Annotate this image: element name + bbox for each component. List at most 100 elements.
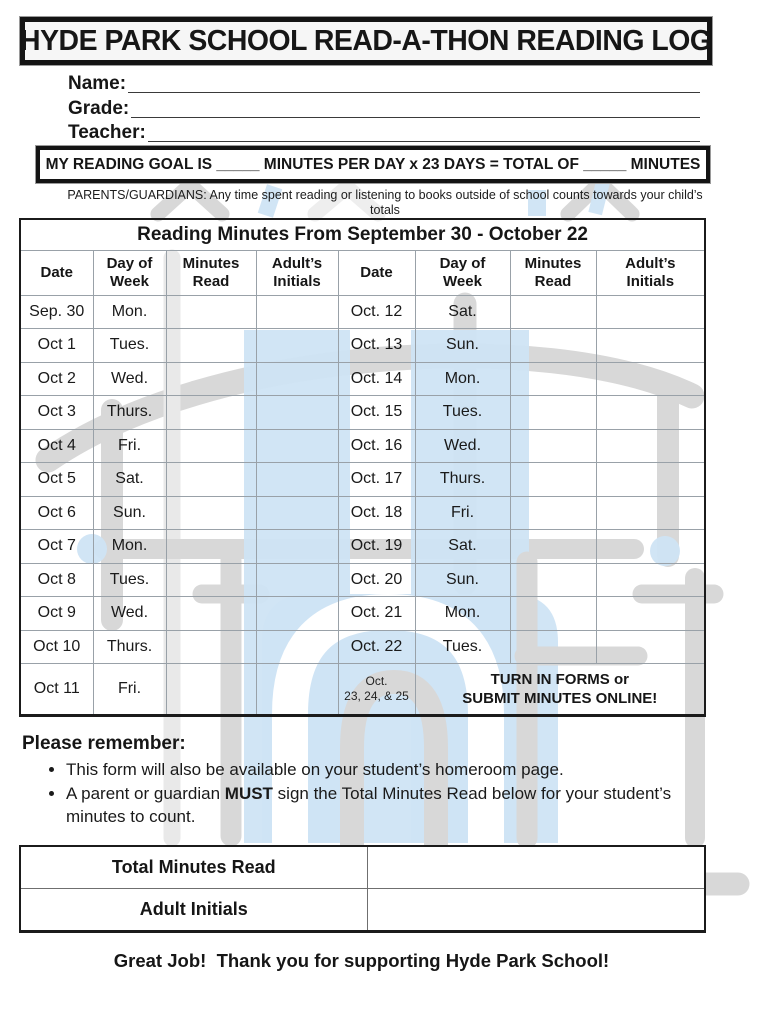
day-cell: Wed.: [414, 428, 511, 463]
minutes-cell: [165, 663, 257, 716]
day-cell: Thurs.: [92, 629, 167, 664]
date-cell: Oct. 13: [337, 328, 416, 363]
col-header-initials: Adult’s Initials: [255, 249, 339, 296]
date-cell: Oct 9: [19, 596, 94, 631]
table-row: Oct 8 Tues. Oct. 20 Sun.: [19, 562, 706, 597]
day-cell: Sat.: [92, 462, 167, 497]
day-cell: Sat.: [414, 529, 511, 564]
table-row: Oct 9 Wed. Oct. 21 Mon.: [19, 596, 706, 631]
col-header-date: Date: [19, 249, 94, 296]
day-cell: Sun.: [414, 328, 511, 363]
day-cell: Wed.: [92, 361, 167, 396]
date-cell: Oct 8: [19, 562, 94, 597]
minutes-cell: [165, 629, 257, 664]
date-cell: Oct. 21: [337, 596, 416, 631]
teacher-blank-line: [147, 123, 700, 142]
reading-goal-text: MY READING GOAL IS _____ MINUTES PER DAY…: [45, 155, 701, 173]
minutes-cell: [165, 562, 257, 597]
date-cell: Oct. 12: [337, 294, 416, 329]
grade-field: Grade:: [68, 96, 700, 120]
reminder-item: This form will also be available on your…: [66, 759, 690, 781]
table-row: Sep. 30 Mon. Oct. 12 Sat.: [19, 294, 706, 329]
date-cell: Oct. 14: [337, 361, 416, 396]
day-cell: Mon.: [92, 529, 167, 564]
date-cell: Sep. 30: [19, 294, 94, 329]
initials-cell: [255, 294, 339, 329]
day-cell: Tues.: [92, 562, 167, 597]
table-row: Oct 3 Thurs. Oct. 15 Tues.: [19, 395, 706, 430]
initials-cell: [595, 596, 706, 631]
page-title: HYDE PARK SCHOOL READ-A-THON READING LOG: [20, 24, 712, 57]
date-cell: Oct. 16: [337, 428, 416, 463]
minutes-cell: [165, 462, 257, 497]
minutes-cell: [509, 629, 597, 664]
day-cell: Thurs.: [414, 462, 511, 497]
minutes-cell: [509, 328, 597, 363]
initials-cell: [255, 495, 339, 530]
reminder-section: Please remember: This form will also be …: [22, 733, 690, 830]
table-row: Oct 10 Thurs. Oct. 22 Tues.: [19, 629, 706, 664]
initials-cell: [255, 529, 339, 564]
teacher-label: Teacher:: [68, 122, 146, 143]
date-cell: Oct. 18: [337, 495, 416, 530]
table-caption-row: Reading Minutes From September 30 - Octo…: [19, 218, 706, 251]
day-cell: Tues.: [414, 395, 511, 430]
date-cell: Oct. 15: [337, 395, 416, 430]
minutes-cell: [509, 562, 597, 597]
minutes-cell: [509, 596, 597, 631]
title-banner: HYDE PARK SCHOOL READ-A-THON READING LOG: [20, 17, 712, 65]
initials-cell: [255, 428, 339, 463]
table-final-row: Oct 11 Fri. Oct. 23, 24, & 25 TURN IN FO…: [19, 663, 706, 716]
minutes-cell: [509, 495, 597, 530]
parents-note: PARENTS/GUARDIANS: Any time spent readin…: [67, 188, 703, 217]
teacher-field: Teacher:: [68, 120, 700, 144]
minutes-cell: [165, 529, 257, 564]
table-row: Oct 7 Mon. Oct. 19 Sat.: [19, 529, 706, 564]
date-cell: Oct 7: [19, 529, 94, 564]
initials-cell: [595, 328, 706, 363]
turn-in-notice: TURN IN FORMS or SUBMIT MINUTES ONLINE!: [414, 663, 706, 716]
date-cell: Oct 3: [19, 395, 94, 430]
day-cell: Fri.: [92, 428, 167, 463]
col-header-date-2: Date: [337, 249, 416, 296]
grade-blank-line: [131, 99, 700, 118]
adult-initials-row: Adult Initials: [19, 888, 706, 932]
col-header-initials-2: Adult’s Initials: [595, 249, 706, 296]
date-cell: Oct 6: [19, 495, 94, 530]
reminder-list: This form will also be available on your…: [22, 759, 690, 828]
minutes-cell: [509, 428, 597, 463]
date-cell: Oct 11: [19, 663, 94, 716]
day-cell: Sun.: [414, 562, 511, 597]
initials-cell: [595, 562, 706, 597]
initials-cell: [255, 596, 339, 631]
adult-initials-label: Adult Initials: [19, 888, 368, 932]
date-cell: Oct. 20: [337, 562, 416, 597]
col-header-day: Day of Week: [92, 249, 167, 296]
minutes-cell: [509, 529, 597, 564]
minutes-cell: [165, 395, 257, 430]
col-header-minutes-2: Minutes Read: [509, 249, 597, 296]
initials-cell: [595, 294, 706, 329]
total-minutes-label: Total Minutes Read: [19, 845, 368, 889]
column-header-row: Date Day of Week Minutes Read Adult’s In…: [19, 249, 706, 296]
reminder-heading: Please remember:: [22, 733, 186, 754]
minutes-cell: [165, 428, 257, 463]
total-minutes-value-cell: [366, 845, 706, 889]
initials-cell: [595, 428, 706, 463]
minutes-cell: [165, 596, 257, 631]
day-cell: Wed.: [92, 596, 167, 631]
minutes-cell: [165, 495, 257, 530]
initials-cell: [255, 328, 339, 363]
initials-cell: [255, 629, 339, 664]
table-caption: Reading Minutes From September 30 - Octo…: [19, 218, 706, 251]
day-cell: Tues.: [414, 629, 511, 664]
grade-label: Grade:: [68, 98, 130, 119]
table-row: Oct 6 Sun. Oct. 18 Fri.: [19, 495, 706, 530]
initials-cell: [595, 395, 706, 430]
date-cell: Oct. 19: [337, 529, 416, 564]
minutes-cell: [509, 462, 597, 497]
initials-cell: [595, 495, 706, 530]
day-cell: Fri.: [414, 495, 511, 530]
day-cell: Thurs.: [92, 395, 167, 430]
